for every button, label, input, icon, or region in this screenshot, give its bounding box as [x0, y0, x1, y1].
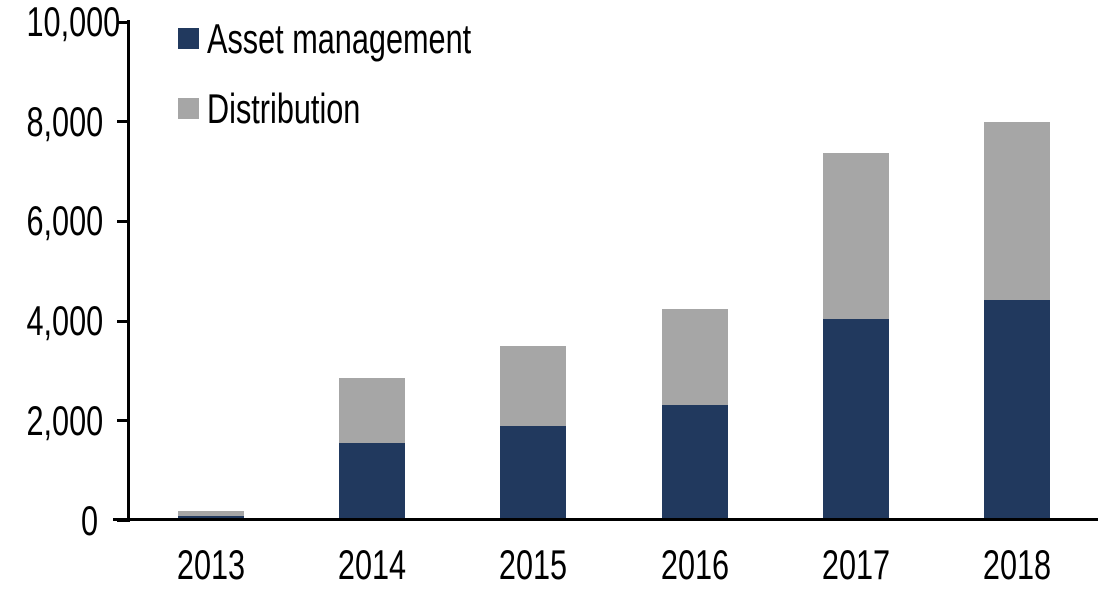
- bar-segment-distribution-2013: [177, 510, 244, 516]
- y-tick-label: 8,000: [26, 97, 104, 145]
- legend-label-asset-management: Asset management: [207, 15, 472, 62]
- x-axis-label: 2017: [821, 541, 891, 588]
- x-axis-label: 2013: [176, 541, 245, 588]
- bar-segment-asset-management-2017: [823, 318, 889, 521]
- x-axis-label: 2014: [337, 541, 407, 588]
- y-tick-label: 2,000: [26, 396, 104, 444]
- legend-label-distribution: Distribution: [207, 85, 361, 132]
- legend-swatch-distribution: [178, 98, 199, 119]
- y-axis-tick: [117, 20, 127, 24]
- y-axis-line: [127, 20, 130, 522]
- y-axis-tick: [117, 120, 127, 124]
- bar-segment-asset-management-2015: [500, 425, 567, 521]
- bar-segment-distribution-2018: [984, 121, 1051, 301]
- y-tick-label: 10,000: [26, 0, 121, 45]
- y-tick-label: 6,000: [26, 197, 104, 245]
- x-axis-line: [113, 518, 1098, 521]
- bar-segment-asset-management-2016: [661, 404, 728, 521]
- x-axis-label: 2015: [499, 541, 568, 588]
- bar-segment-asset-management-2018: [984, 300, 1051, 521]
- y-axis-tick: [117, 319, 127, 323]
- x-axis-label: 2016: [660, 541, 729, 588]
- y-axis-tick: [117, 419, 127, 423]
- bar-segment-distribution-2016: [661, 308, 728, 405]
- bar-segment-distribution-2014: [339, 378, 405, 444]
- bar-segment-distribution-2015: [500, 346, 567, 426]
- y-axis-tick: [117, 219, 127, 223]
- x-axis-label: 2018: [983, 541, 1052, 588]
- legend-swatch-asset-management: [178, 28, 199, 49]
- y-tick-label: 4,000: [26, 297, 104, 345]
- bar-segment-distribution-2017: [823, 152, 889, 319]
- bar-segment-asset-management-2014: [339, 443, 405, 521]
- y-tick-label: 0: [80, 496, 98, 544]
